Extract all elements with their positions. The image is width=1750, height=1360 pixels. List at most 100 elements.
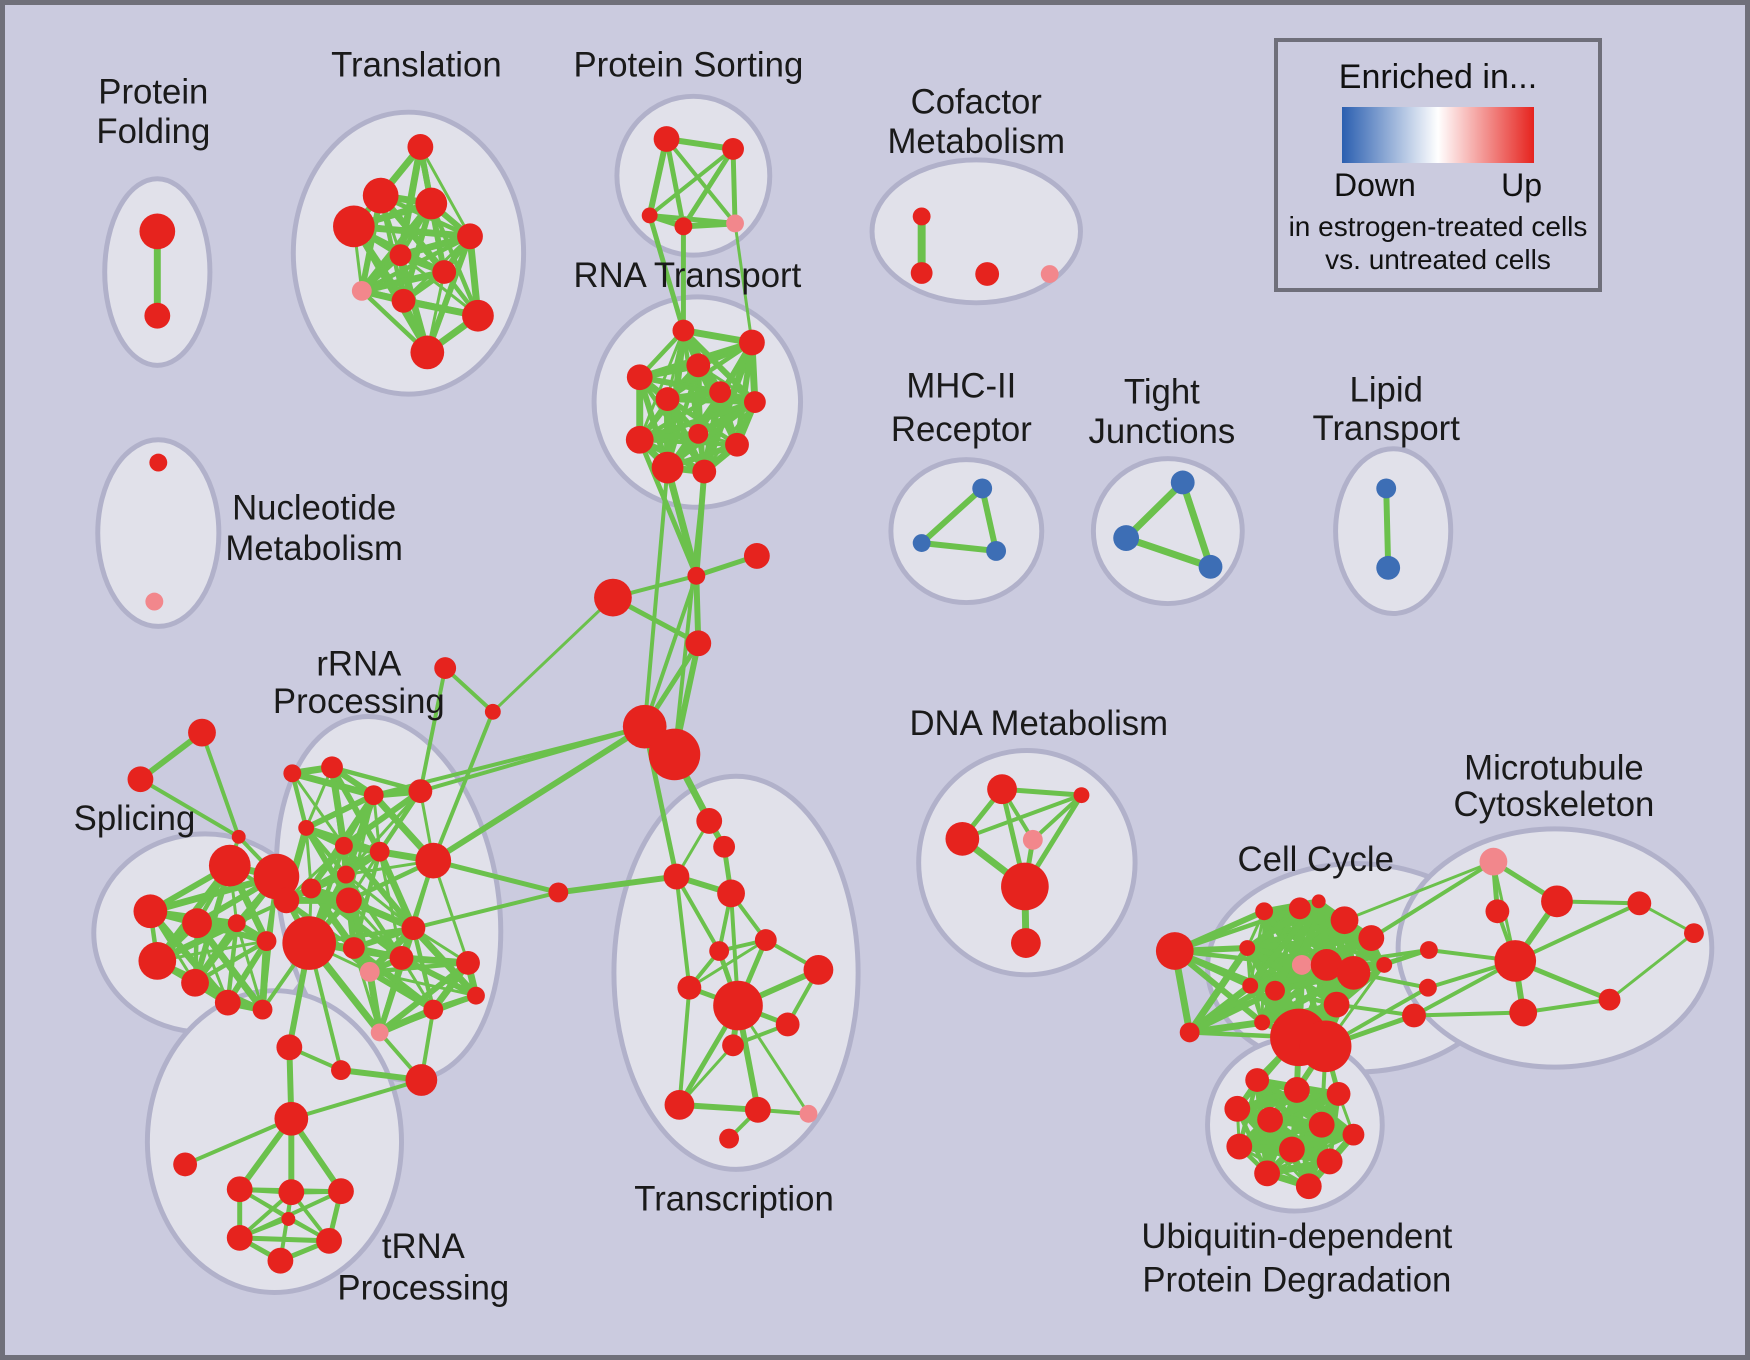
cluster-label-protein-sorting-line0: Protein Sorting bbox=[573, 47, 803, 85]
gene-set-node-rrna-processing-3 bbox=[408, 779, 433, 804]
gene-set-node-rna-transport-6 bbox=[743, 391, 766, 413]
gene-set-node-rna-transport-2 bbox=[686, 353, 711, 378]
network-edge bbox=[664, 464, 700, 580]
gene-set-node-splicing-6 bbox=[181, 968, 209, 997]
network-edge bbox=[733, 221, 754, 344]
gene-set-node-cofactor-metabolism-1 bbox=[910, 262, 933, 284]
gene-set-node-cell-cycle-11 bbox=[1323, 991, 1350, 1018]
gene-set-node-trna-processing-9 bbox=[316, 1227, 342, 1254]
gene-set-node-cell-cycle-14 bbox=[1242, 977, 1259, 994]
gene-set-node-connectors-9 bbox=[127, 766, 154, 793]
gene-set-node-connectors-2 bbox=[594, 578, 632, 617]
gene-set-node-ubiquitin-9 bbox=[1316, 1148, 1343, 1175]
gene-set-node-protein-sorting-3 bbox=[674, 217, 693, 236]
gene-set-node-cell-cycle-7 bbox=[1291, 954, 1312, 975]
gene-set-node-microtubule-8 bbox=[1598, 988, 1621, 1011]
gene-set-node-ubiquitin-4 bbox=[1257, 1106, 1283, 1133]
network-edge bbox=[303, 792, 377, 831]
cluster-label-ubiquitin-line0: Ubiquitin-dependent bbox=[1141, 1218, 1452, 1256]
cluster-label-nucleotide-metabolism-line0: Nucleotide bbox=[232, 489, 396, 527]
cluster-label-protein-folding-line1: Folding bbox=[96, 113, 210, 151]
cluster-label-lipid-transport-line0: Lipid bbox=[1350, 371, 1423, 409]
gene-set-node-cell-cycle-16 bbox=[1311, 894, 1326, 909]
network-edge bbox=[687, 938, 768, 990]
network-edge bbox=[304, 765, 334, 830]
cluster-label-rna-transport-line0: RNA Transport bbox=[573, 257, 801, 295]
network-edge bbox=[1521, 997, 1612, 1015]
gene-set-node-rna-transport-10 bbox=[692, 459, 717, 484]
network-edge bbox=[646, 136, 670, 219]
gene-set-node-rna-transport-7 bbox=[688, 423, 709, 444]
network-edge bbox=[1369, 859, 1496, 941]
gene-set-node-connectors-7 bbox=[548, 882, 569, 903]
gene-set-node-splicing-5 bbox=[138, 942, 177, 980]
network-edge bbox=[284, 844, 346, 902]
gene-set-node-translation-2 bbox=[415, 187, 448, 220]
gene-set-node-rrna-processing-10 bbox=[335, 887, 362, 914]
gene-set-node-transcription-8 bbox=[713, 980, 763, 1031]
gene-set-node-cell-cycle-10 bbox=[1254, 1014, 1271, 1031]
network-edge bbox=[664, 136, 686, 229]
gene-set-node-connectors-11 bbox=[484, 703, 501, 720]
cluster-label-cofactor-metabolism-line1: Metabolism bbox=[887, 123, 1065, 161]
gene-set-node-trna-processing-6 bbox=[278, 1179, 305, 1206]
network-edge bbox=[376, 959, 471, 1036]
network-edge bbox=[730, 146, 738, 226]
network-edge bbox=[672, 469, 707, 757]
gene-set-node-cell-cycle-13 bbox=[1299, 1020, 1352, 1073]
network-edge bbox=[340, 788, 424, 849]
gene-set-node-rna-transport-8 bbox=[625, 425, 654, 454]
cluster-label-translation-line0: Translation bbox=[331, 47, 502, 85]
network-edge bbox=[303, 825, 349, 877]
gene-set-node-rrna-processing-1 bbox=[283, 764, 302, 783]
gene-set-node-cell-cycle-0 bbox=[1155, 932, 1194, 970]
gene-set-node-connectors-3 bbox=[685, 630, 712, 657]
network-edge bbox=[409, 924, 480, 1000]
gene-set-node-rrna-processing-9 bbox=[273, 887, 300, 914]
gene-set-node-transcription-2 bbox=[663, 863, 690, 890]
gene-set-node-dna-metabolism-5 bbox=[1010, 928, 1041, 958]
cluster-ellipse-mhc-ii-receptor bbox=[888, 457, 1045, 606]
gene-set-node-microtubule-3 bbox=[1419, 941, 1438, 959]
gene-set-node-rrna-processing-11 bbox=[336, 865, 355, 884]
gene-set-node-cell-cycle-8 bbox=[1310, 949, 1343, 981]
cluster-label-cofactor-metabolism-line0: Cofactor bbox=[911, 83, 1042, 121]
network-edge bbox=[430, 858, 561, 895]
network-edge bbox=[642, 465, 670, 729]
gene-set-node-mhc-ii-receptor-2 bbox=[986, 541, 1007, 561]
gene-set-node-translation-10 bbox=[410, 335, 445, 370]
gene-set-node-ubiquitin-0 bbox=[1245, 1068, 1270, 1092]
gene-set-node-rrna-processing-2 bbox=[363, 785, 384, 806]
gene-set-node-microtubule-4 bbox=[1418, 978, 1437, 997]
gene-set-node-rrna-processing-16 bbox=[359, 961, 380, 982]
gene-set-node-translation-5 bbox=[389, 244, 412, 267]
network-edge bbox=[647, 212, 686, 334]
network-edge bbox=[1179, 478, 1214, 571]
gene-set-node-transcription-4 bbox=[754, 929, 777, 951]
gene-set-node-ubiquitin-3 bbox=[1224, 1095, 1251, 1122]
gene-set-node-rna-transport-9 bbox=[651, 451, 684, 484]
gene-set-node-cell-cycle-5 bbox=[1358, 925, 1385, 951]
gene-set-node-dna-metabolism-0 bbox=[987, 774, 1017, 805]
gene-set-node-ubiquitin-8 bbox=[1279, 1136, 1305, 1163]
network-edge bbox=[259, 937, 270, 1014]
gene-set-node-cofactor-metabolism-3 bbox=[1040, 265, 1059, 283]
network-edge bbox=[398, 954, 479, 999]
network-edge bbox=[674, 874, 722, 953]
gene-set-node-splicing-9 bbox=[256, 931, 277, 951]
network-edge bbox=[680, 146, 736, 229]
network-edge bbox=[376, 925, 417, 1036]
gene-set-node-connectors-8 bbox=[188, 718, 216, 747]
gene-set-node-tight-junctions-2 bbox=[1198, 554, 1223, 579]
gene-set-node-transcription-10 bbox=[722, 1034, 744, 1057]
gene-set-node-rrna-processing-14 bbox=[389, 946, 414, 970]
network-edge bbox=[960, 793, 1084, 841]
cluster-label-cell-cycle-line0: Cell Cycle bbox=[1238, 841, 1394, 879]
gene-set-node-microtubule-0 bbox=[1479, 847, 1508, 876]
gene-set-node-microtubule-9 bbox=[1627, 891, 1652, 916]
network-edge bbox=[664, 396, 758, 406]
gene-set-node-microtubule-5 bbox=[1402, 1003, 1426, 1028]
gene-set-node-trna-processing-3 bbox=[274, 1101, 309, 1136]
